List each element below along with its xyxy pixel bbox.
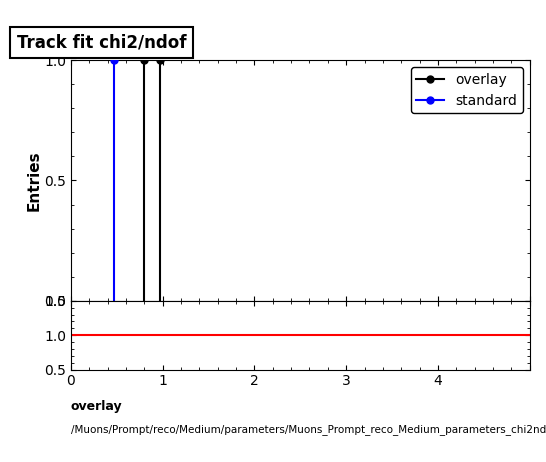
Y-axis label: Entries: Entries xyxy=(26,150,41,211)
Text: /Muons/Prompt/reco/Medium/parameters/Muons_Prompt_reco_Medium_parameters_chi2ndo: /Muons/Prompt/reco/Medium/parameters/Muo… xyxy=(71,424,546,435)
Text: overlay: overlay xyxy=(71,400,123,413)
Legend: overlay, standard: overlay, standard xyxy=(411,67,523,113)
Text: Track fit chi2/ndof: Track fit chi2/ndof xyxy=(17,34,186,52)
